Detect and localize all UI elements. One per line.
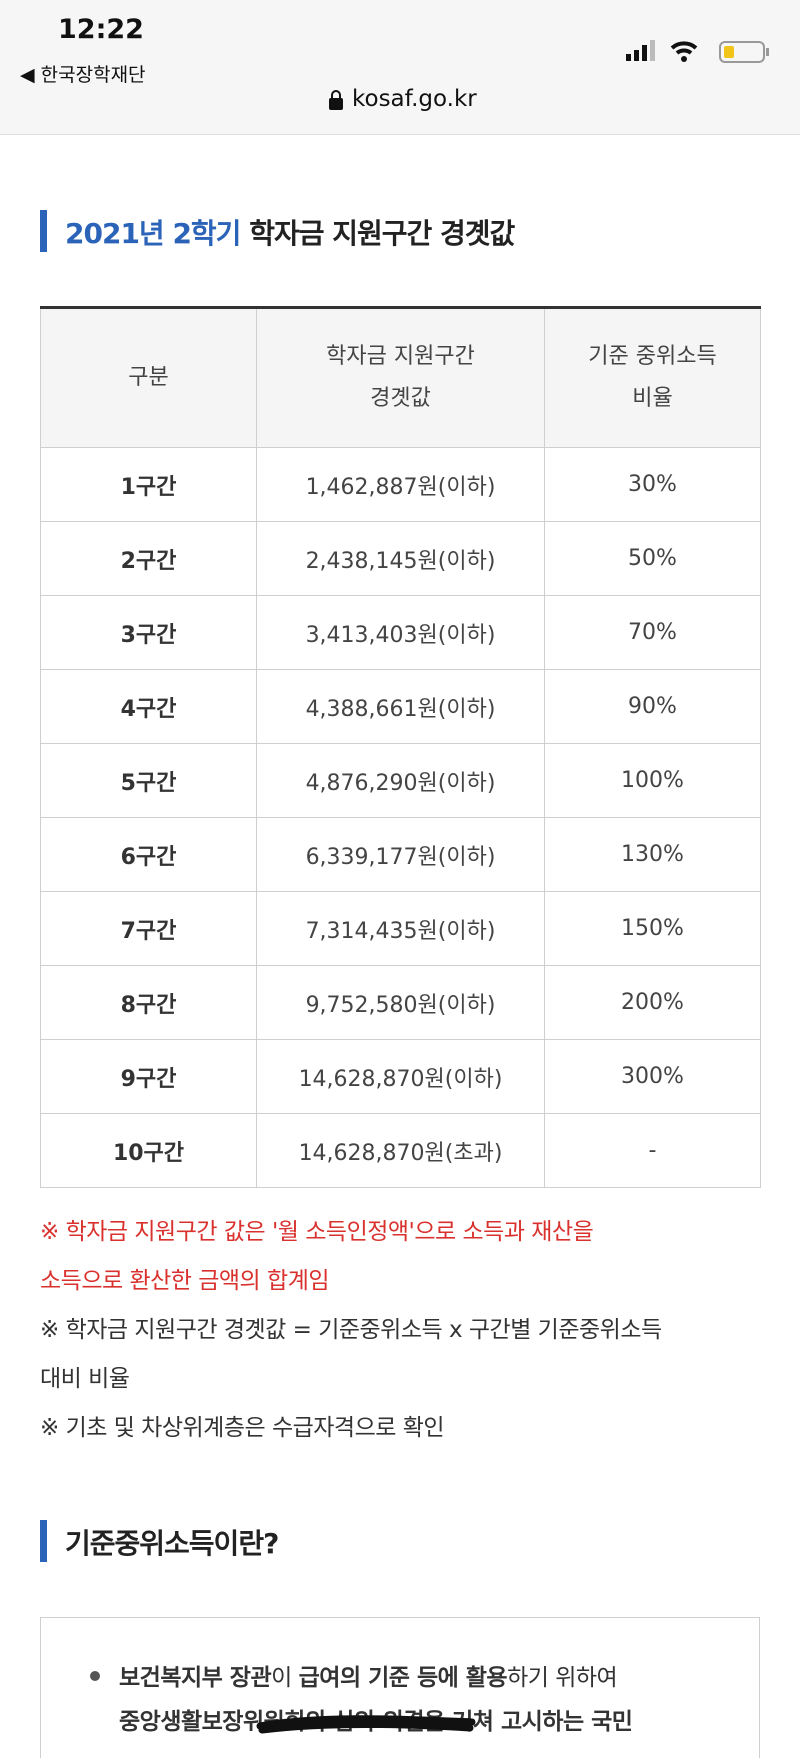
table-cell: 4구간 bbox=[40, 669, 257, 744]
table-cell: 6,339,177원(이하) bbox=[256, 817, 545, 892]
table: 구분 학자금 지원구간 경곗값 기준 중위소득 비율 1구간 1,462,887원(이하) 3… bbox=[40, 306, 761, 1188]
note-line: 대비 비율 bbox=[40, 1366, 130, 1392]
status-icons bbox=[626, 40, 769, 63]
table-cell: 1,462,887원(이하) bbox=[256, 447, 545, 522]
table-row: 4구간 4,388,661원(이하) 90% bbox=[40, 669, 761, 744]
title-text: 학자금 지원구간 경곗값 bbox=[249, 217, 515, 250]
table-cell: 9,752,580원(이하) bbox=[256, 965, 545, 1040]
header-cell: 구분 bbox=[40, 307, 257, 448]
table-row: 6구간 6,339,177원(이하) 130% bbox=[40, 817, 761, 892]
table-cell: 14,628,870원(이하) bbox=[256, 1039, 545, 1114]
bullet bbox=[90, 1671, 100, 1681]
table-cell: 100% bbox=[544, 743, 761, 818]
table-cell: 50% bbox=[544, 521, 761, 596]
scribble bbox=[256, 1715, 476, 1734]
table-cell: 6구간 bbox=[40, 817, 257, 892]
table-row: 9구간 14,628,870원(이하) 300% bbox=[40, 1039, 761, 1114]
text-segment: 보건복지부 장관 bbox=[119, 1665, 272, 1691]
text-segment: 이 bbox=[271, 1665, 299, 1691]
section-title: 기준중위소득이란? bbox=[65, 1527, 279, 1560]
text-segment: 급여의 기준 등에 활용 bbox=[298, 1665, 508, 1691]
table-cell: 3,413,403원(이하) bbox=[256, 595, 545, 670]
note-line: ※ 학자금 지원구간 값은 '월 소득인정액'으로 소득과 재산을 bbox=[40, 1219, 594, 1245]
info-box: 보건복지부 장관이 급여의 기준 등에 활용하기 위하여 중앙생활보장위원회의 심… bbox=[40, 1617, 760, 1758]
time: 12:22 bbox=[58, 14, 144, 45]
table-cell: 2구간 bbox=[40, 521, 257, 596]
table-cell: 90% bbox=[544, 669, 761, 744]
header-line: 기준 중위소득 bbox=[588, 344, 717, 369]
bullet-line: 보건복지부 장관이 급여의 기준 등에 활용하기 위하여 bbox=[119, 1658, 632, 1702]
back-link[interactable]: ◀ 한국장학재단 bbox=[20, 64, 146, 86]
table-cell: 7,314,435원(이하) bbox=[256, 891, 545, 966]
url[interactable]: kosaf.go.kr bbox=[352, 86, 477, 112]
title-highlight: 2021년 2학기 bbox=[65, 217, 241, 250]
table-row: 10구간 14,628,870원(초과) - bbox=[40, 1113, 761, 1188]
table-cell: 8구간 bbox=[40, 965, 257, 1040]
table-cell: 3구간 bbox=[40, 595, 257, 670]
table-cell: 4,876,290원(이하) bbox=[256, 743, 545, 818]
title-bar bbox=[40, 210, 47, 252]
table-row: 1구간 1,462,887원(이하) 30% bbox=[40, 447, 761, 522]
table-row: 8구간 9,752,580원(이하) 200% bbox=[40, 965, 761, 1040]
table-row: 3구간 3,413,403원(이하) 70% bbox=[40, 595, 761, 670]
header-line: 학자금 지원구간 bbox=[326, 344, 475, 369]
table-cell: 70% bbox=[544, 595, 761, 670]
note-line: ※ 학자금 지원구간 경곗값 = 기준중위소득 x 구간별 기준중위소득 bbox=[40, 1317, 662, 1343]
table-cell: 130% bbox=[544, 817, 761, 892]
table-cell: 150% bbox=[544, 891, 761, 966]
header-line: 비율 bbox=[632, 386, 673, 411]
title-bar bbox=[40, 1520, 47, 1562]
table-cell: 30% bbox=[544, 447, 761, 522]
header-line: 경곗값 bbox=[370, 386, 431, 411]
table-cell: 200% bbox=[544, 965, 761, 1040]
table-cell: 7구간 bbox=[40, 891, 257, 966]
status-bar: 12:22 ◀ 한국장학재단 kosaf.go.kr bbox=[0, 0, 800, 135]
table-cell: - bbox=[544, 1113, 761, 1188]
table-cell: 14,628,870원(초과) bbox=[256, 1113, 545, 1188]
note-line: ※ 기초 및 차상위계층은 수급자격으로 확인 bbox=[40, 1415, 445, 1441]
lock-icon bbox=[329, 90, 343, 110]
table-row: 2구간 2,438,145원(이하) 50% bbox=[40, 521, 761, 596]
table-cell: 1구간 bbox=[40, 447, 257, 522]
table-cell: 5구간 bbox=[40, 743, 257, 818]
section-title: 2021년 2학기 학자금 지원구간 경곗값 bbox=[65, 212, 515, 252]
table-cell: 9구간 bbox=[40, 1039, 257, 1114]
table-cell: 10구간 bbox=[40, 1113, 257, 1188]
note-line: 소득으로 환산한 금액의 합계임 bbox=[40, 1268, 330, 1294]
header-line: 구분 bbox=[128, 365, 169, 390]
table-row: 5구간 4,876,290원(이하) 100% bbox=[40, 743, 761, 818]
table-row: 7구간 7,314,435원(이하) 150% bbox=[40, 891, 761, 966]
text-segment: 하기 위하여 bbox=[507, 1665, 618, 1691]
text-segment: 고시하는 국민 bbox=[500, 1709, 633, 1735]
table-cell: 300% bbox=[544, 1039, 761, 1114]
table-cell: 2,438,145원(이하) bbox=[256, 521, 545, 596]
table-cell: 4,388,661원(이하) bbox=[256, 669, 545, 744]
note: ※ 기초 및 차상위계층은 수급자격으로 확인 bbox=[40, 1404, 780, 1453]
